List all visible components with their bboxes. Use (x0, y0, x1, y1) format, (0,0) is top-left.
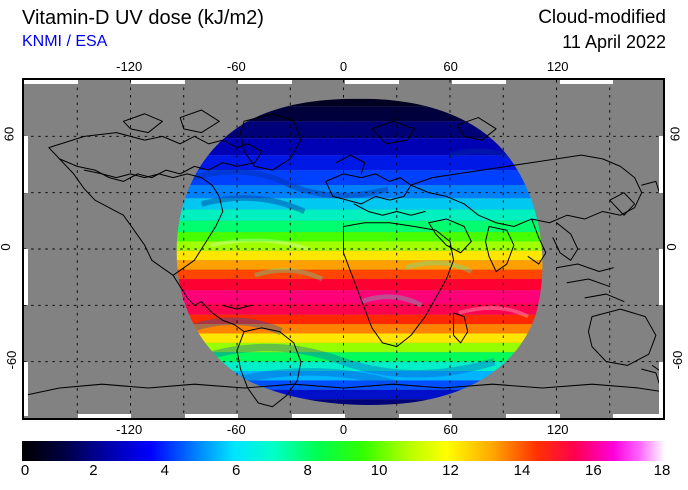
y-tick-label-right-2: -60 (669, 350, 685, 369)
x-tick-label-top-1: -60 (226, 59, 246, 74)
x-tick-label-bottom-0: -120 (116, 422, 143, 437)
x-tick-label-top-3: 60 (443, 59, 458, 74)
colorbar (22, 441, 665, 461)
x-tick-label-top-0: -120 (116, 59, 143, 74)
colorbar-tick-6: 12 (442, 462, 459, 479)
colorbar-tick-1: 2 (89, 462, 98, 479)
x-tick-label-top-4: 120 (546, 59, 569, 74)
colorbar-tick-8: 16 (585, 462, 602, 479)
graticule-layer (24, 80, 663, 418)
x-tick-label-bottom-1: -60 (226, 422, 246, 437)
y-tick-label-left-1: 0 (0, 243, 13, 250)
x-tick-label-top-2: 0 (339, 59, 348, 74)
header: Vitamin-D UV dose (kJ/m2) KNMI / ESA Clo… (0, 0, 688, 56)
colorbar-tick-7: 14 (513, 462, 531, 479)
colorbar-tick-9: 18 (653, 462, 671, 479)
map-canvas (24, 80, 663, 418)
y-tick-label-left-2: -60 (3, 350, 19, 369)
colorbar-gradient (22, 441, 665, 461)
product-type-label: Cloud-modified (538, 7, 666, 28)
colorbar-tick-0: 0 (20, 462, 30, 479)
map-frame-border (22, 78, 665, 420)
map-svg (24, 80, 663, 418)
colorbar-tick-2: 4 (160, 462, 169, 479)
x-tick-label-bottom-3: 60 (443, 422, 458, 437)
data-source-label: KNMI / ESA (22, 33, 108, 50)
page-title: Vitamin-D UV dose (kJ/m2) (22, 7, 264, 29)
x-tick-label-bottom-4: 120 (546, 422, 569, 437)
map-plot-area (22, 78, 665, 420)
y-tick-label-left-0: 60 (1, 127, 17, 142)
colorbar-tick-4: 8 (303, 462, 312, 479)
colorbar-tick-3: 6 (232, 462, 241, 479)
date-label: 11 April 2022 (562, 32, 666, 52)
colorbar-tick-5: 10 (370, 462, 388, 479)
x-tick-label-bottom-2: 0 (339, 422, 348, 437)
y-tick-label-right-0: 60 (667, 127, 683, 142)
y-tick-label-right-1: 0 (664, 243, 680, 251)
